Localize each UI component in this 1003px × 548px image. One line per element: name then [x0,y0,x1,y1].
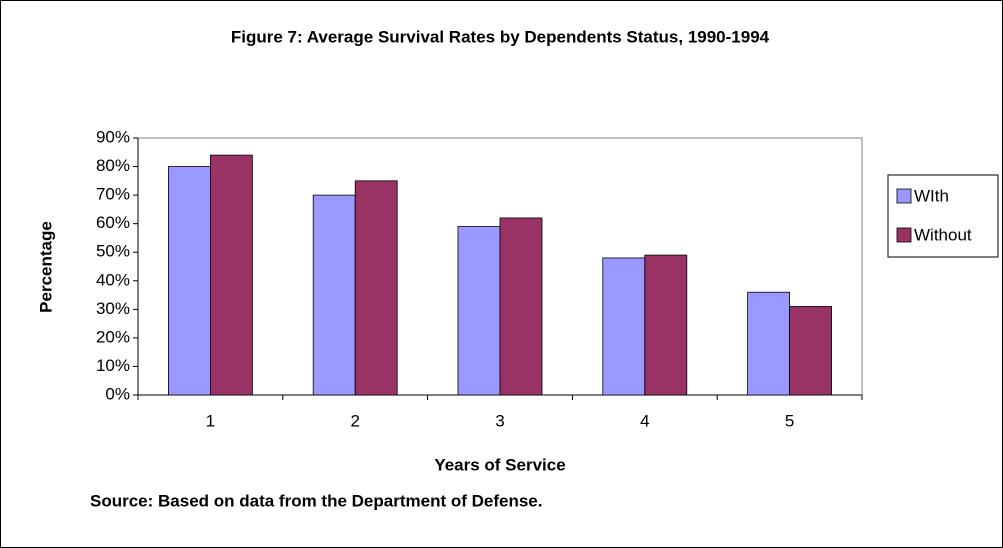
y-tick-label: 30% [96,299,130,318]
x-tick-label: 5 [785,411,794,430]
y-tick-label: 70% [96,185,130,204]
y-tick-label: 50% [96,242,130,261]
y-tick-label: 40% [96,270,130,289]
bar [209,154,253,396]
y-tick-label: 20% [96,327,130,346]
bar [747,291,790,396]
bar [354,180,398,396]
legend-label: WIth [914,186,949,205]
bar [644,254,688,396]
legend-swatch [896,188,912,204]
legend-swatch [896,227,912,243]
x-tick-label: 1 [206,411,215,430]
bar [167,166,211,396]
y-tick-label: 60% [96,213,130,232]
source-note: Source: Based on data from the Departmen… [90,491,542,510]
y-tick-label: 0% [105,384,130,403]
y-tick-label: 90% [96,127,130,146]
bar [457,226,501,396]
y-axis-label: Percentage [36,221,55,313]
legend-label: Without [914,225,972,244]
y-tick-label: 10% [96,356,130,375]
bar [602,257,646,396]
y-tick-label: 80% [96,156,130,175]
bar [312,194,356,396]
x-tick-label: 4 [640,411,649,430]
x-axis-label: Years of Service [434,455,565,474]
chart-title: Figure 7: Average Survival Rates by Depe… [231,27,770,46]
bar [499,217,543,396]
bar [789,306,832,396]
x-tick-label: 3 [495,411,504,430]
x-tick-label: 2 [350,411,359,430]
